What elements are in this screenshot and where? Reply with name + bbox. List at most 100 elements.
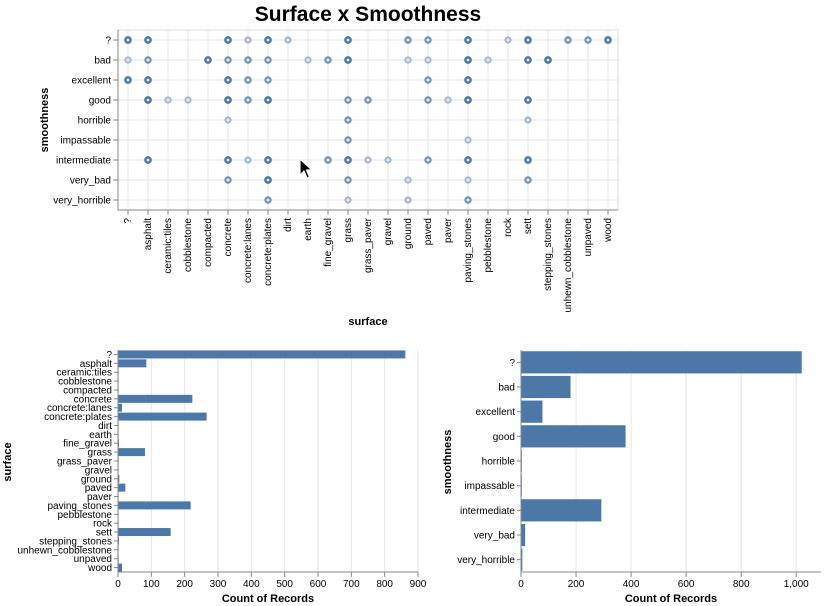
smoothness-y-tick-label-very-bad: very_bad: [474, 531, 515, 542]
surface-bar-ground: [118, 474, 120, 483]
scatter-point-sett-bad: [524, 56, 532, 64]
scatter-point-paved-intermediate: [424, 156, 432, 164]
scatter-point-fine-gravel-intermediate: [324, 156, 332, 164]
surface-y-tick-label-concrete: concrete: [74, 394, 113, 405]
smoothness-x-tick-label: 600: [678, 579, 695, 590]
surface-bar-x-axis: 0 100 200 300 400 500 600 700 800 900: [115, 571, 427, 590]
scatter-y-tick-label-intermediate: intermediate: [56, 156, 111, 167]
scatter-point-sett-very-bad: [524, 176, 532, 184]
surface-y-tick-label-gravel: gravel: [85, 465, 112, 476]
surface-bars: [118, 350, 406, 572]
scatter-y-axis: ? bad excellent good horrible impassable inter…: [53, 30, 119, 210]
smoothness-x-tick-label: 1,000: [784, 579, 809, 590]
scatter-point-concrete-plates-very-horrible: [264, 196, 272, 204]
scatter-point-concrete-plates-good: [264, 96, 272, 104]
scatter-x-tick-label-rock: rock: [503, 217, 514, 237]
surface-bar-grid: [117, 350, 419, 572]
scatter-x-tick-label-paved: paved: [423, 218, 434, 245]
scatter-x-tick-label-fine-gravel: fine_gravel: [323, 218, 334, 267]
smoothness-bar-bad: [521, 375, 571, 399]
surface-y-tick-label-paved: paved: [85, 483, 112, 494]
surface-x-tick-label: 400: [243, 579, 260, 590]
scatter-point-grass-very-bad: [344, 176, 352, 184]
scatter-point-grass-unknown: [344, 36, 352, 44]
scatter-point-paver-good: [444, 96, 452, 104]
surface-y-tick-label-sett: sett: [96, 528, 112, 539]
scatter-point-stepping-stones-bad: [544, 56, 552, 64]
surface-bar-concrete-plates: [118, 412, 207, 421]
surface-x-tick-label: 200: [176, 579, 193, 590]
mouse-cursor-icon: [299, 158, 313, 179]
smoothness-bar-very-bad: [521, 523, 526, 547]
scatter-point-concrete-very-bad: [224, 176, 232, 184]
smoothness-y-tick-label-bad: bad: [498, 383, 515, 394]
scatter-x-tick-label-gravel: gravel: [383, 218, 394, 245]
scatter-point-paving-stones-bad: [464, 56, 472, 64]
surface-bar-unknown: [118, 350, 406, 359]
scatter-x-tick-label-sett: sett: [523, 218, 534, 234]
smoothness-y-tick-label-intermediate: intermediate: [460, 506, 515, 517]
surface-bar-y-axis: ?asphaltceramic:tilescobblestonecompacte…: [17, 350, 119, 574]
scatter-point-concrete-horrible: [224, 116, 232, 124]
scatter-point-dirt-unknown: [284, 36, 292, 44]
scatter-y-tick-label-excellent: excellent: [72, 76, 112, 87]
scatter-point-asphalt-excellent: [144, 76, 152, 84]
surface-y-tick-label-grass: grass: [88, 448, 112, 459]
smoothness-x-tick-label: 200: [568, 579, 585, 590]
surface-y-tick-label-pebblestone: pebblestone: [58, 510, 113, 521]
surface-y-tick-label-concrete-lanes: concrete:lanes: [47, 403, 112, 414]
scatter-x-tick-label-earth: earth: [303, 218, 314, 241]
scatter-point-concrete-lanes-unknown: [244, 36, 252, 44]
scatter-point-concrete-good: [224, 96, 232, 104]
surface-y-tick-label-unknown: ?: [106, 350, 112, 361]
surface-x-tick-label: 300: [210, 579, 227, 590]
surface-x-tick-label: 800: [376, 579, 393, 590]
scatter-x-tick-label-stepping-stones: stepping_stones: [543, 218, 554, 291]
scatter-point-grass-impassable: [344, 136, 352, 144]
scatter-point-concrete-plates-very-bad: [264, 176, 272, 184]
surface-bar-paving-stones: [118, 501, 191, 510]
smoothness-y-tick-label-horrible: horrible: [482, 457, 516, 468]
surface-bar-paved: [118, 483, 126, 492]
scatter-x-tick-label-grass: grass: [343, 218, 354, 242]
scatter-point-grass-paver-intermediate: [364, 156, 372, 164]
scatter-point-wood-unknown: [604, 36, 612, 44]
scatter-y-tick-label-very-horrible: very_horrible: [53, 196, 111, 207]
smoothness-y-tick-label-very-horrible: very_horrible: [457, 555, 515, 566]
scatter-x-tick-label-concrete-plates: concrete:plates: [263, 218, 274, 286]
surface-y-tick-label-fine-gravel: fine_gravel: [63, 439, 112, 450]
scatter-x-tick-label-paving-stones: paving_stones: [463, 218, 474, 283]
scatter-x-tick-label-concrete: concrete: [223, 218, 234, 257]
scatter-x-tick-label-paver: paver: [443, 217, 454, 243]
smoothness-x-tick-label: 800: [733, 579, 750, 590]
scatter-point-paving-stones-very-horrible: [464, 196, 472, 204]
surface-bar-chart: ?asphaltceramic:tilescobblestonecompacte…: [17, 350, 426, 590]
scatter-point-ground-unknown: [404, 36, 412, 44]
scatter-point-rock-unknown: [504, 36, 512, 44]
surface-y-tick-label-concrete-plates: concrete:plates: [44, 412, 112, 423]
chart-title: Surface x Smoothness: [255, 3, 481, 26]
scatter-point-sett-intermediate: [524, 156, 532, 164]
scatter-point-ground-very-bad: [404, 176, 412, 184]
smoothness-y-tick-label-impassable: impassable: [464, 481, 515, 492]
scatter-point-sett-horrible: [524, 116, 532, 124]
scatter-point-concrete-lanes-excellent: [244, 76, 252, 84]
surface-y-tick-label-paving-stones: paving_stones: [48, 501, 113, 512]
scatter-point-ceramic-tiles-good: [164, 96, 172, 104]
scatter-x-axis: ? asphalt ceramic:tiles cobblestone compacte…: [118, 209, 618, 313]
scatter-point-grass-horrible: [344, 116, 352, 124]
surface-y-tick-label-stepping-stones: stepping_stones: [39, 536, 112, 547]
scatter-y-tick-label-very-bad: very_bad: [70, 176, 111, 187]
scatter-point-cobblestone-good: [184, 96, 192, 104]
surface-y-tick-label-rock: rock: [93, 519, 113, 530]
scatter-point-pebblestone-bad: [484, 56, 492, 64]
smoothness-bar-very-horrible: [521, 548, 523, 571]
surface-x-tick-label: 600: [310, 579, 327, 590]
scatter-point-sett-unknown: [524, 36, 532, 44]
scatter-y-tick-label-bad: bad: [94, 56, 111, 67]
scatter-point-unhewn-cobblestone-unknown: [564, 36, 572, 44]
surface-y-tick-label-unpaved: unpaved: [74, 554, 112, 565]
surface-bar-sett: [118, 528, 171, 537]
scatter-point-grass-very-horrible: [344, 196, 352, 204]
smoothness-bar-excellent: [521, 400, 543, 423]
